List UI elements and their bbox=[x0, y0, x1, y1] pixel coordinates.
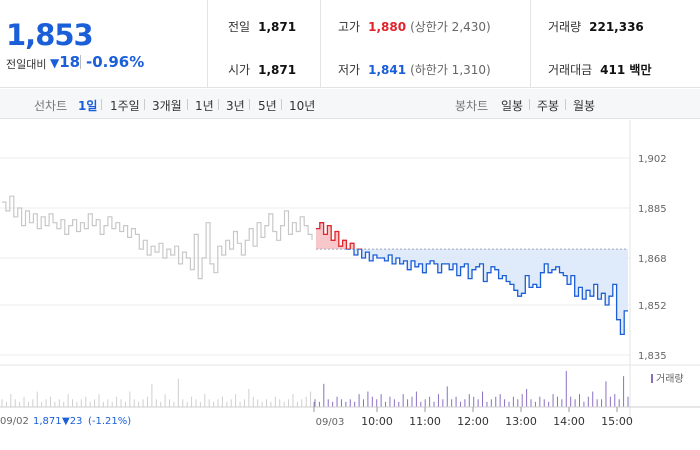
y-tick-label: 1,835 bbox=[638, 351, 667, 362]
x-tick-label: 11:00 bbox=[409, 415, 441, 428]
chart-period-bar: 선차트 1일 1주일 3개월 1년 3년 5년 10년 봉차트 일봉 주봉 월봉 bbox=[0, 89, 700, 119]
current-price-box: 1,853 전일대비 ▼18 -0.96% bbox=[0, 0, 208, 88]
above-reference-fill bbox=[316, 222, 628, 250]
below-reference-fill bbox=[316, 249, 628, 335]
trade-value-label: 거래대금 bbox=[548, 63, 593, 77]
change-amount: 18 bbox=[59, 53, 81, 71]
change-label: 전일대비 bbox=[6, 58, 47, 71]
low-cell: 저가 1,841 (하한가 1,310) bbox=[338, 61, 491, 78]
high-cell: 고가 1,880 (상한가 2,430) bbox=[338, 18, 491, 35]
period-1d[interactable]: 1일 bbox=[78, 99, 98, 113]
period-divider bbox=[249, 99, 250, 110]
summary-divider bbox=[530, 0, 531, 88]
period-3y[interactable]: 3년 bbox=[226, 99, 245, 113]
high-label: 고가 bbox=[338, 20, 361, 34]
x-tick-label: 15:00 bbox=[601, 415, 633, 428]
prev-day-line bbox=[2, 195, 313, 280]
period-3m[interactable]: 3개월 bbox=[152, 99, 182, 113]
candle-daily[interactable]: 일봉 bbox=[501, 99, 524, 113]
lower-limit: (하한가 1,310) bbox=[410, 63, 491, 77]
today-line-down bbox=[345, 249, 628, 336]
change-divider bbox=[80, 55, 81, 69]
x-tick-label: 12:00 bbox=[457, 415, 489, 428]
prev-close-value: 1,871 bbox=[258, 20, 297, 34]
x-tick-label: 14:00 bbox=[553, 415, 585, 428]
candle-weekly[interactable]: 주봉 bbox=[537, 99, 560, 113]
period-5y[interactable]: 5년 bbox=[258, 99, 277, 113]
candle-chart-label: 봉차트 bbox=[455, 99, 489, 113]
period-divider bbox=[281, 99, 282, 110]
upper-limit: (상한가 2,430) bbox=[410, 20, 491, 34]
trade-value-value: 411 백만 bbox=[600, 63, 652, 77]
prev-day-change: ▼23 bbox=[62, 416, 82, 427]
current-price: 1,853 bbox=[6, 18, 94, 52]
volume-legend-swatch bbox=[651, 374, 653, 383]
high-value: 1,880 bbox=[368, 20, 407, 34]
period-divider bbox=[218, 99, 219, 110]
chart-grid bbox=[0, 120, 631, 420]
x-tick-label: 09/03 bbox=[316, 417, 345, 428]
trade-value-cell: 거래대금 411 백만 bbox=[548, 61, 651, 78]
low-value: 1,841 bbox=[368, 63, 407, 77]
x-tick-label: 13:00 bbox=[505, 415, 537, 428]
volume-label: 거래량 bbox=[548, 20, 582, 34]
y-axis-labels: 1,902 1,885 1,868 1,852 1,835 bbox=[638, 154, 667, 362]
down-arrow-icon: ▼ bbox=[50, 56, 60, 70]
period-divider bbox=[529, 99, 530, 110]
y-tick-label: 1,852 bbox=[638, 301, 667, 312]
time-axis: 09/02 1,871 ▼23 (-1.21%) 09/03 10:00 11:00 12:0… bbox=[0, 402, 700, 428]
y-tick-label: 1,902 bbox=[638, 154, 667, 165]
period-divider bbox=[565, 99, 566, 110]
intraday-price-chart[interactable]: 1,902 1,885 1,868 1,852 1,835 거래량 09/02 1,871… bbox=[0, 120, 700, 450]
line-chart-label: 선차트 bbox=[34, 99, 68, 113]
y-tick-label: 1,868 bbox=[638, 254, 667, 265]
volume-value: 221,336 bbox=[589, 20, 644, 34]
x-tick-label: 10:00 bbox=[361, 415, 393, 428]
period-1w[interactable]: 1주일 bbox=[110, 99, 140, 113]
volume-legend-label: 거래량 bbox=[656, 373, 684, 385]
summary-divider bbox=[320, 0, 321, 88]
period-divider bbox=[187, 99, 188, 110]
price-summary: 1,853 전일대비 ▼18 -0.96% 전일 1,871 시가 1,871 고가… bbox=[0, 0, 700, 88]
open-label: 시가 bbox=[228, 63, 251, 77]
open-value: 1,871 bbox=[258, 63, 297, 77]
prev-day-change-rate: (-1.21%) bbox=[88, 416, 131, 427]
period-divider bbox=[101, 99, 102, 110]
prev-close-cell: 전일 1,871 bbox=[228, 18, 296, 35]
change-rate: -0.96% bbox=[86, 53, 145, 71]
prev-day-date: 09/02 bbox=[0, 416, 29, 427]
prev-close-label: 전일 bbox=[228, 20, 251, 34]
volume-cell: 거래량 221,336 bbox=[548, 18, 644, 35]
period-divider bbox=[144, 99, 145, 110]
volume-bars: 거래량 bbox=[0, 364, 700, 407]
prev-day-close: 1,871 bbox=[33, 416, 62, 427]
period-1y[interactable]: 1년 bbox=[195, 99, 214, 113]
change-value: ▼18 bbox=[50, 53, 80, 71]
price-series bbox=[2, 195, 628, 336]
open-cell: 시가 1,871 bbox=[228, 61, 296, 78]
low-label: 저가 bbox=[338, 63, 361, 77]
candle-monthly[interactable]: 월봉 bbox=[573, 99, 596, 113]
period-10y[interactable]: 10년 bbox=[289, 99, 316, 113]
y-tick-label: 1,885 bbox=[638, 204, 667, 215]
